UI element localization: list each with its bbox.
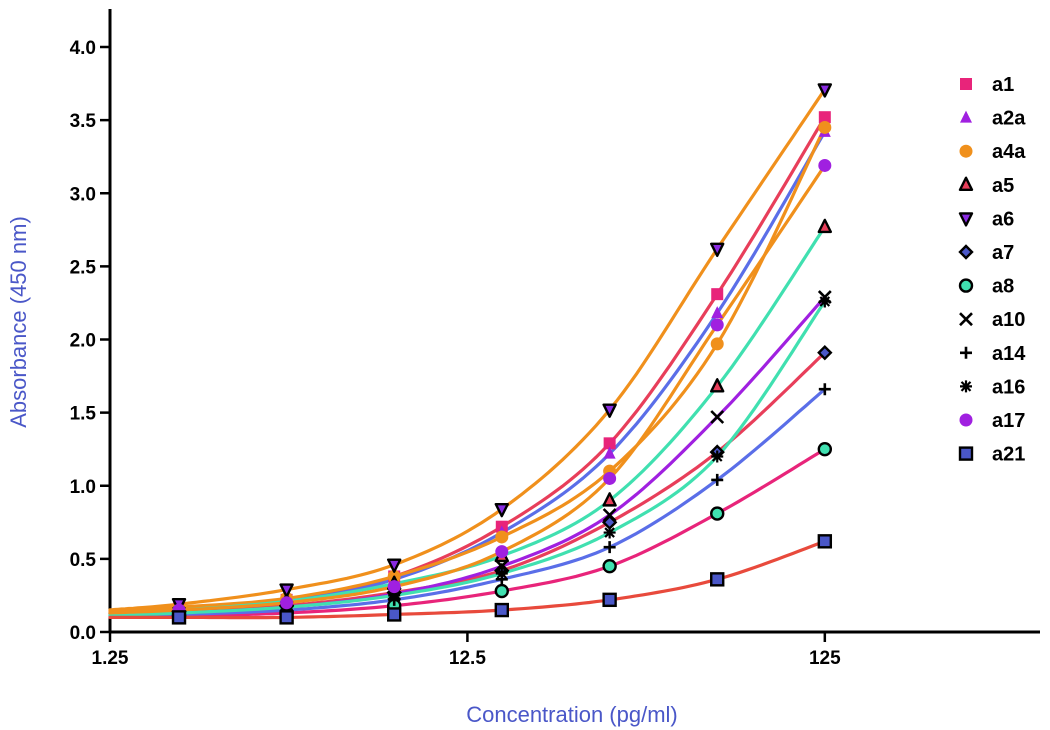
legend-label-a5: a5 (992, 175, 1014, 197)
marker-a5 (817, 218, 833, 234)
x-axis-title: Concentration (pg/ml) (466, 702, 678, 727)
marker-a4a (818, 120, 832, 134)
marker-a4a (710, 337, 724, 351)
legend-marker-a16 (960, 380, 972, 393)
marker-a17 (387, 580, 401, 594)
data-markers (171, 83, 833, 625)
legend-label-a14: a14 (992, 343, 1026, 365)
y-tick-label: 1.0 (70, 477, 96, 498)
marker-a10 (710, 410, 725, 424)
marker-a17 (280, 596, 294, 610)
legend-label-a10: a10 (992, 309, 1025, 331)
marker-a8 (494, 583, 509, 599)
marker-a1 (711, 288, 724, 301)
axes (100, 9, 1040, 642)
legend-marker-a14 (960, 346, 972, 359)
legend-marker-a10 (959, 312, 973, 327)
y-axis-title: Absorbance (450 nm) (6, 216, 31, 428)
fit-curve-a6 (108, 87, 827, 612)
y-tick-label: 0.0 (70, 623, 96, 644)
legend-marker-a5 (958, 176, 974, 192)
legend-label-a4a: a4a (992, 141, 1026, 163)
marker-a16 (388, 589, 401, 602)
legend-label-a16: a16 (992, 376, 1025, 398)
x-tick-label: 125 (809, 648, 841, 669)
legend-label-a6: a6 (992, 208, 1014, 230)
y-tick-label: 4.0 (70, 38, 96, 59)
fit-curve-a4a (108, 125, 827, 613)
y-tick-label: 1.5 (70, 404, 97, 425)
legend-marker-a8 (958, 278, 974, 293)
marker-a8 (710, 506, 725, 521)
marker-a6 (494, 502, 509, 518)
marker-a14 (603, 541, 616, 554)
marker-a10 (602, 508, 617, 522)
legend-marker-a7 (958, 244, 974, 260)
marker-a6 (279, 583, 294, 598)
marker-a6 (387, 558, 402, 573)
legend-marker-a6 (958, 212, 974, 227)
legend-marker-a17 (959, 413, 973, 427)
marker-a16 (818, 295, 831, 308)
marker-a17 (710, 318, 724, 332)
legend-marker-a1 (960, 78, 972, 90)
fit-curves (108, 87, 827, 620)
marker-a8 (602, 558, 617, 574)
marker-a2a (711, 306, 724, 319)
legend-marker-a21 (958, 446, 974, 461)
marker-a6 (710, 242, 725, 258)
marker-a1 (818, 111, 831, 124)
marker-a4a (495, 530, 509, 544)
y-tick-label: 3.0 (70, 184, 96, 205)
legend-marker-a4a (959, 144, 973, 158)
marker-a21 (710, 572, 725, 587)
fit-curve-a14 (108, 387, 827, 618)
legend-label-a7: a7 (992, 242, 1014, 264)
legend-label-a2a: a2a (992, 108, 1026, 130)
marker-a21 (494, 602, 509, 618)
marker-a16 (495, 567, 508, 580)
x-tick-label: 12.5 (449, 648, 486, 669)
marker-a21 (602, 592, 617, 608)
fit-curve-a1 (108, 115, 827, 614)
y-tick-label: 2.0 (70, 331, 96, 352)
y-tick-label: 3.5 (70, 111, 97, 132)
marker-a16 (603, 526, 616, 539)
legend-marker-a2a (960, 110, 972, 123)
marker-a14 (711, 473, 724, 486)
marker-a5 (602, 492, 617, 507)
legend-label-a21: a21 (992, 444, 1025, 466)
y-tick-label: 2.5 (70, 257, 97, 278)
marker-a5 (710, 378, 725, 393)
marker-a21 (279, 610, 294, 625)
fit-curve-a16 (108, 299, 827, 617)
marker-a2a (603, 446, 616, 459)
x-tick-label: 1.25 (92, 648, 129, 669)
marker-a17 (603, 471, 617, 485)
fit-curve-a5 (108, 225, 827, 615)
marker-a21 (171, 610, 187, 625)
marker-a17 (495, 545, 509, 559)
marker-a17 (818, 158, 832, 172)
legend-label-a17: a17 (992, 410, 1025, 432)
fit-curve-a2a (108, 130, 827, 615)
marker-a21 (817, 534, 833, 549)
legend-label-a1: a1 (992, 74, 1014, 96)
y-tick-label: 0.5 (70, 550, 97, 571)
marker-a7 (817, 344, 833, 361)
marker-a6 (602, 403, 617, 418)
fit-curve-a17 (108, 163, 827, 615)
marker-a16 (711, 450, 724, 463)
marker-a1 (603, 437, 616, 450)
legend: a1 a2a a4a a5 a6 a7 a8 a10 a14 a16 a17 a21 (958, 74, 1026, 466)
marker-a21 (387, 607, 402, 622)
marker-a6 (817, 83, 833, 98)
marker-a8 (817, 441, 833, 457)
fit-curve-a21 (108, 539, 827, 620)
marker-a14 (818, 383, 831, 396)
legend-label-a8: a8 (992, 276, 1014, 298)
tick-labels: 0.0 0.5 1.0 1.5 2.0 2.5 3.0 3.5 4.0 1.25 12.5 125 (70, 38, 842, 669)
